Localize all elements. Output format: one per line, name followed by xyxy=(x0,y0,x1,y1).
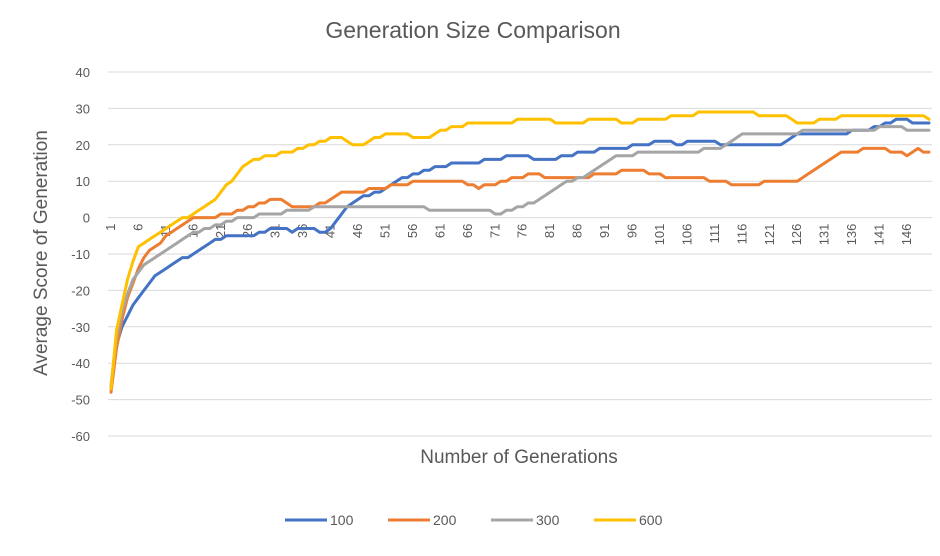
x-tick-label: 101 xyxy=(652,224,667,246)
x-tick-label: 61 xyxy=(432,224,447,238)
y-axis-ticks: -60 -50 -40 -30 -20 -10 0 10 20 30 40 xyxy=(71,65,90,444)
x-tick-label: 71 xyxy=(487,224,502,238)
x-tick-label: 106 xyxy=(679,224,694,246)
series-line-100 xyxy=(109,117,931,391)
series-line-600 xyxy=(109,110,931,391)
x-tick-label: 56 xyxy=(405,224,420,238)
series-line-200 xyxy=(109,146,931,394)
y-tick-label: -30 xyxy=(71,320,90,335)
legend-label: 100 xyxy=(330,512,354,528)
x-tick-label: 6 xyxy=(130,224,145,231)
x-tick-label: 91 xyxy=(597,224,612,238)
x-tick-label: 121 xyxy=(762,224,777,246)
chart-title: Generation Size Comparison xyxy=(325,17,620,43)
x-tick-label: 96 xyxy=(625,224,640,238)
x-tick-label: 146 xyxy=(899,224,914,246)
y-tick-label: -60 xyxy=(71,429,90,444)
x-tick-label: 116 xyxy=(734,224,749,245)
legend-item-300: 300 xyxy=(491,512,560,528)
x-tick-label: 131 xyxy=(817,224,832,246)
y-tick-label: 10 xyxy=(76,174,90,189)
y-tick-label: 0 xyxy=(83,211,90,226)
x-tick-label: 1 xyxy=(103,224,118,231)
y-tick-label: -20 xyxy=(71,283,90,298)
y-tick-label: 30 xyxy=(76,101,90,116)
legend-label: 200 xyxy=(433,512,457,528)
x-tick-label: 31 xyxy=(268,224,283,238)
y-tick-label: 40 xyxy=(76,65,90,80)
x-tick-label: 81 xyxy=(542,224,557,238)
x-tick-label: 41 xyxy=(323,224,338,238)
x-tick-label: 36 xyxy=(295,224,310,238)
x-axis-title: Number of Generations xyxy=(420,447,618,468)
x-tick-label: 126 xyxy=(789,224,804,246)
legend-item-200: 200 xyxy=(388,512,457,528)
legend-label: 600 xyxy=(639,512,663,528)
x-tick-label: 51 xyxy=(377,224,392,238)
x-axis-ticks: 1 6 11 16 21 26 31 36 41 46 51 56 61 66 71 76 81 86 91 96 10… xyxy=(103,224,914,246)
y-tick-label: -40 xyxy=(71,356,90,371)
y-tick-label: -10 xyxy=(71,247,90,262)
x-tick-label: 46 xyxy=(350,224,365,238)
x-tick-label: 111 xyxy=(707,224,722,244)
x-tick-label: 141 xyxy=(872,224,887,246)
legend-label: 300 xyxy=(536,512,560,528)
y-axis-title: Average Score of Generation xyxy=(31,130,52,376)
x-tick-label: 66 xyxy=(460,224,475,238)
x-tick-label: 76 xyxy=(515,224,530,238)
gridlines xyxy=(108,71,932,437)
y-tick-label: 20 xyxy=(76,138,90,153)
legend-item-600: 600 xyxy=(594,512,663,528)
legend: 100 200 300 600 xyxy=(285,512,663,528)
legend-item-100: 100 xyxy=(285,512,354,528)
x-tick-label: 136 xyxy=(844,224,859,246)
x-tick-label: 86 xyxy=(570,224,585,238)
series-lines xyxy=(109,110,931,394)
x-tick-label: 21 xyxy=(213,224,228,238)
series-line-300 xyxy=(109,125,931,387)
y-tick-label: -50 xyxy=(71,393,90,408)
